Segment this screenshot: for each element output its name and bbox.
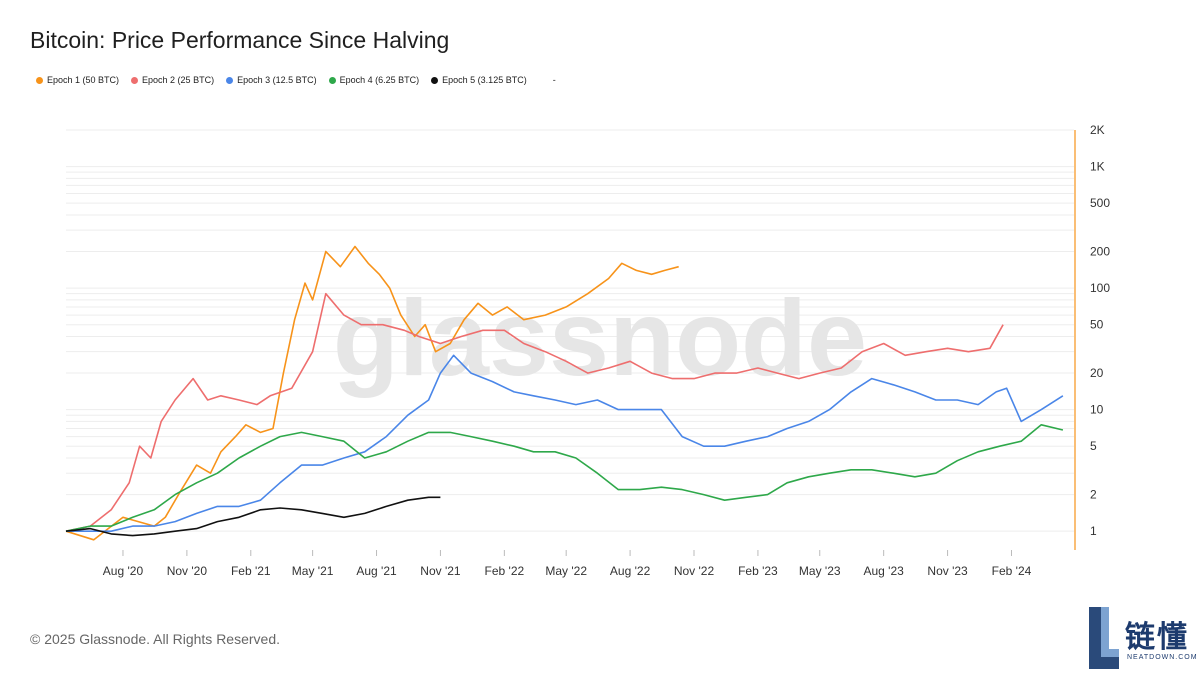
legend-item-epoch-5[interactable]: Epoch 5 (3.125 BTC) (431, 75, 527, 85)
brand-logo (1089, 607, 1119, 669)
legend-swatch-epoch-4 (328, 76, 336, 84)
brand-name-cn: 链懂 (1125, 621, 1189, 654)
x-tick-label: Aug '23 (863, 564, 904, 578)
x-tick-label: May '23 (799, 564, 841, 578)
x-tick-label: May '22 (545, 564, 587, 578)
y-tick-label: 200 (1090, 245, 1110, 259)
x-tick-label: Aug '22 (610, 564, 651, 578)
chart-legend: Epoch 1 (50 BTC) Epoch 2 (25 BTC) Epoch … (36, 75, 556, 85)
series-line-epoch-1 (65, 245, 679, 541)
series-line-epoch-3 (66, 354, 1064, 532)
y-tick-label: 500 (1090, 196, 1110, 210)
legend-swatch-epoch-1 (36, 76, 43, 84)
legend-swatch-epoch-2 (131, 76, 139, 84)
y-tick-label: 100 (1090, 281, 1110, 295)
legend-item-epoch-3[interactable]: Epoch 3 (12.5 BTC) (226, 75, 317, 85)
y-tick-label: 50 (1090, 318, 1104, 332)
copyright-footer: © 2025 Glassnode. All Rights Reserved. (30, 631, 281, 647)
x-tick-label: Feb '23 (738, 564, 778, 578)
legend-item-epoch-2[interactable]: Epoch 2 (25 BTC) (131, 75, 214, 85)
chart-title: Bitcoin: Price Performance Since Halving (30, 27, 450, 53)
y-tick-label: 2 (1090, 488, 1097, 502)
brand-name-en: NEATDOWN.COM (1127, 654, 1198, 661)
legend-item-epoch-4[interactable]: Epoch 4 (6.25 BTC) (328, 75, 420, 85)
y-tick-label: 20 (1090, 366, 1104, 380)
legend-item-epoch-1[interactable]: Epoch 1 (50 BTC) (36, 75, 119, 85)
y-tick-label: 5 (1090, 439, 1097, 453)
legend-label-epoch-4: Epoch 4 (6.25 BTC) (339, 75, 420, 85)
legend-label-epoch-3: Epoch 3 (12.5 BTC) (237, 75, 317, 85)
y-tick-label: 10 (1090, 403, 1104, 417)
legend-label-epoch-5: Epoch 5 (3.125 BTC) (442, 75, 527, 85)
legend-extra: - (552, 75, 556, 85)
x-tick-label: Nov '23 (927, 564, 968, 578)
series-line-epoch-4 (65, 424, 1064, 532)
series-line-epoch-2 (65, 292, 1004, 532)
x-tick-label: Nov '21 (420, 564, 461, 578)
x-tick-label: Feb '21 (231, 564, 271, 578)
watermark: glassnode (333, 277, 867, 398)
x-tick-label: Aug '21 (356, 564, 397, 578)
y-tick-label: 2K (1090, 123, 1105, 137)
x-tick-label: May '21 (292, 564, 334, 578)
x-tick-label: Feb '24 (992, 564, 1032, 578)
x-tick-label: Nov '22 (674, 564, 715, 578)
legend-swatch-epoch-3 (226, 76, 234, 84)
y-tick-label: 1 (1090, 524, 1097, 538)
x-tick-label: Aug '20 (103, 564, 144, 578)
legend-swatch-epoch-5 (431, 76, 439, 84)
y-tick-label: 1K (1090, 160, 1105, 174)
x-tick-label: Feb '22 (485, 564, 525, 578)
x-tick-label: Nov '20 (167, 564, 208, 578)
series-line-epoch-5 (65, 496, 441, 537)
legend-label-epoch-1: Epoch 1 (50 BTC) (47, 75, 120, 85)
legend-label-epoch-2: Epoch 2 (25 BTC) (142, 75, 215, 85)
